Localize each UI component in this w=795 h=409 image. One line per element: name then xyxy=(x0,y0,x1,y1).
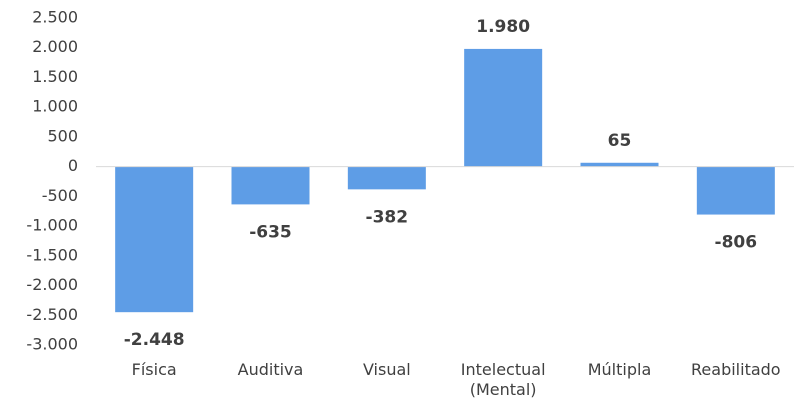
y-tick-label: 0 xyxy=(68,156,78,175)
y-tick-label: 1.500 xyxy=(32,67,78,86)
y-tick-label: 2.500 xyxy=(32,8,78,27)
y-tick-label: -3.000 xyxy=(26,335,78,354)
data-label: 65 xyxy=(608,131,632,151)
y-tick-label: 500 xyxy=(47,126,78,145)
y-tick-label: -1.500 xyxy=(26,245,78,264)
x-tick-label: Intelectual (Mental) xyxy=(460,360,546,399)
bar xyxy=(464,48,543,167)
x-tick-label: Visual xyxy=(362,360,411,379)
x-tick-label: Múltipla xyxy=(587,360,652,379)
y-tick-label: 2.000 xyxy=(32,37,78,56)
data-label: -635 xyxy=(249,222,292,242)
x-tick-label: Física xyxy=(131,360,177,379)
bar xyxy=(696,166,775,215)
data-label: 1.980 xyxy=(476,17,530,37)
bar xyxy=(231,166,310,205)
y-tick-label: -2.000 xyxy=(26,275,78,294)
data-label: -2.448 xyxy=(124,330,185,350)
y-tick-label: -500 xyxy=(42,186,78,205)
bar xyxy=(115,166,194,313)
bar xyxy=(347,166,426,190)
data-label: -806 xyxy=(715,233,758,253)
y-tick-label: -1.000 xyxy=(26,216,78,235)
data-label: -382 xyxy=(366,207,409,227)
x-tick-label: Reabilitado xyxy=(691,360,781,379)
y-tick-label: -2.500 xyxy=(26,305,78,324)
y-tick-label: 1.000 xyxy=(32,97,78,116)
x-tick-label: Auditiva xyxy=(237,360,304,379)
bar xyxy=(580,162,659,167)
